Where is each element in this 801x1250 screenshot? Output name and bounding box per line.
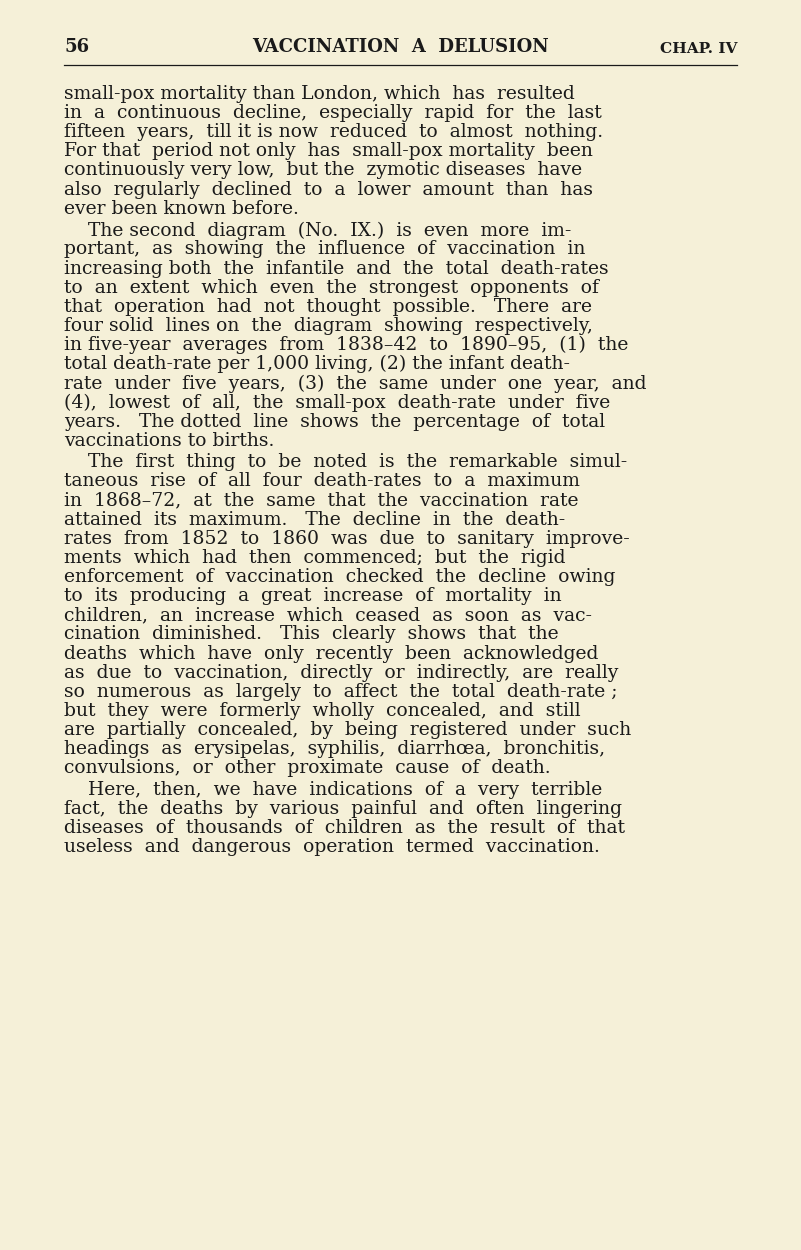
Text: small-pox mortality than London, which  has  resulted: small-pox mortality than London, which h…: [64, 85, 575, 102]
Text: rates  from  1852  to  1860  was  due  to  sanitary  improve-: rates from 1852 to 1860 was due to sanit…: [64, 530, 630, 548]
Text: CHAP. IV: CHAP. IV: [659, 42, 737, 56]
Text: rate  under  five  years,  (3)  the  same  under  one  year,  and: rate under five years, (3) the same unde…: [64, 374, 646, 392]
Text: in five-year  averages  from  1838–42  to  1890–95,  (1)  the: in five-year averages from 1838–42 to 18…: [64, 336, 629, 354]
Text: increasing both  the  infantile  and  the  total  death-rates: increasing both the infantile and the to…: [64, 260, 609, 278]
Text: children,  an  increase  which  ceased  as  soon  as  vac-: children, an increase which ceased as so…: [64, 606, 592, 624]
Text: years.   The dotted  line  shows  the  percentage  of  total: years. The dotted line shows the percent…: [64, 412, 606, 430]
Text: portant,  as  showing  the  influence  of  vaccination  in: portant, as showing the influence of vac…: [64, 240, 586, 259]
Text: total death-rate per 1,000 living, (2) the infant death-: total death-rate per 1,000 living, (2) t…: [64, 355, 570, 374]
Text: headings  as  erysipelas,  syphilis,  diarrhœa,  bronchitis,: headings as erysipelas, syphilis, diarrh…: [64, 740, 606, 759]
Text: ever been known before.: ever been known before.: [64, 200, 299, 217]
Text: are  partially  concealed,  by  being  registered  under  such: are partially concealed, by being regist…: [64, 721, 631, 739]
Text: also  regularly  declined  to  a  lower  amount  than  has: also regularly declined to a lower amoun…: [64, 180, 593, 199]
Text: The second  diagram  (No.  IX.)  is  even  more  im-: The second diagram (No. IX.) is even mor…: [64, 221, 571, 240]
Text: VACCINATION  A  DELUSION: VACCINATION A DELUSION: [252, 39, 549, 56]
Text: attained  its  maximum.   The  decline  in  the  death-: attained its maximum. The decline in the…: [64, 511, 566, 529]
Text: that  operation  had  not  thought  possible.   There  are: that operation had not thought possible.…: [64, 298, 592, 316]
Text: vaccinations to births.: vaccinations to births.: [64, 431, 275, 450]
Text: continuously very low,  but the  zymotic diseases  have: continuously very low, but the zymotic d…: [64, 161, 582, 180]
Text: taneous  rise  of  all  four  death-rates  to  a  maximum: taneous rise of all four death-rates to …: [64, 472, 580, 490]
Text: diseases  of  thousands  of  children  as  the  result  of  that: diseases of thousands of children as the…: [64, 819, 625, 838]
Text: fifteen  years,  till it is now  reduced  to  almost  nothing.: fifteen years, till it is now reduced to…: [64, 124, 603, 141]
Text: but  they  were  formerly  wholly  concealed,  and  still: but they were formerly wholly concealed,…: [64, 703, 581, 720]
Text: 56: 56: [64, 39, 89, 56]
Text: to  an  extent  which  even  the  strongest  opponents  of: to an extent which even the strongest op…: [64, 279, 599, 296]
Text: in  1868–72,  at  the  same  that  the  vaccination  rate: in 1868–72, at the same that the vaccina…: [64, 491, 578, 510]
Text: to  its  producing  a  great  increase  of  mortality  in: to its producing a great increase of mor…: [64, 588, 562, 605]
Text: fact,  the  deaths  by  various  painful  and  often  lingering: fact, the deaths by various painful and …: [64, 800, 622, 818]
Text: four solid  lines on  the  diagram  showing  respectively,: four solid lines on the diagram showing …: [64, 318, 593, 335]
Text: so  numerous  as  largely  to  affect  the  total  death-rate ;: so numerous as largely to affect the tot…: [64, 682, 618, 701]
Text: deaths  which  have  only  recently  been  acknowledged: deaths which have only recently been ack…: [64, 645, 598, 662]
Text: For that  period not only  has  small-pox mortality  been: For that period not only has small-pox m…: [64, 142, 593, 160]
Text: The  first  thing  to  be  noted  is  the  remarkable  simul-: The first thing to be noted is the remar…: [64, 454, 627, 471]
Text: ments  which  had  then  commenced;  but  the  rigid: ments which had then commenced; but the …: [64, 549, 566, 568]
Text: enforcement  of  vaccination  checked  the  decline  owing: enforcement of vaccination checked the d…: [64, 568, 615, 586]
Text: Here,  then,  we  have  indications  of  a  very  terrible: Here, then, we have indications of a ver…: [64, 781, 602, 799]
Text: (4),  lowest  of  all,  the  small-pox  death-rate  under  five: (4), lowest of all, the small-pox death-…: [64, 394, 610, 411]
Text: convulsions,  or  other  proximate  cause  of  death.: convulsions, or other proximate cause of…: [64, 759, 551, 778]
Text: useless  and  dangerous  operation  termed  vaccination.: useless and dangerous operation termed v…: [64, 839, 600, 856]
Text: cination  diminished.   This  clearly  shows  that  the: cination diminished. This clearly shows …: [64, 625, 559, 644]
Text: as  due  to  vaccination,  directly  or  indirectly,  are  really: as due to vaccination, directly or indir…: [64, 664, 618, 681]
Text: in  a  continuous  decline,  especially  rapid  for  the  last: in a continuous decline, especially rapi…: [64, 104, 602, 122]
